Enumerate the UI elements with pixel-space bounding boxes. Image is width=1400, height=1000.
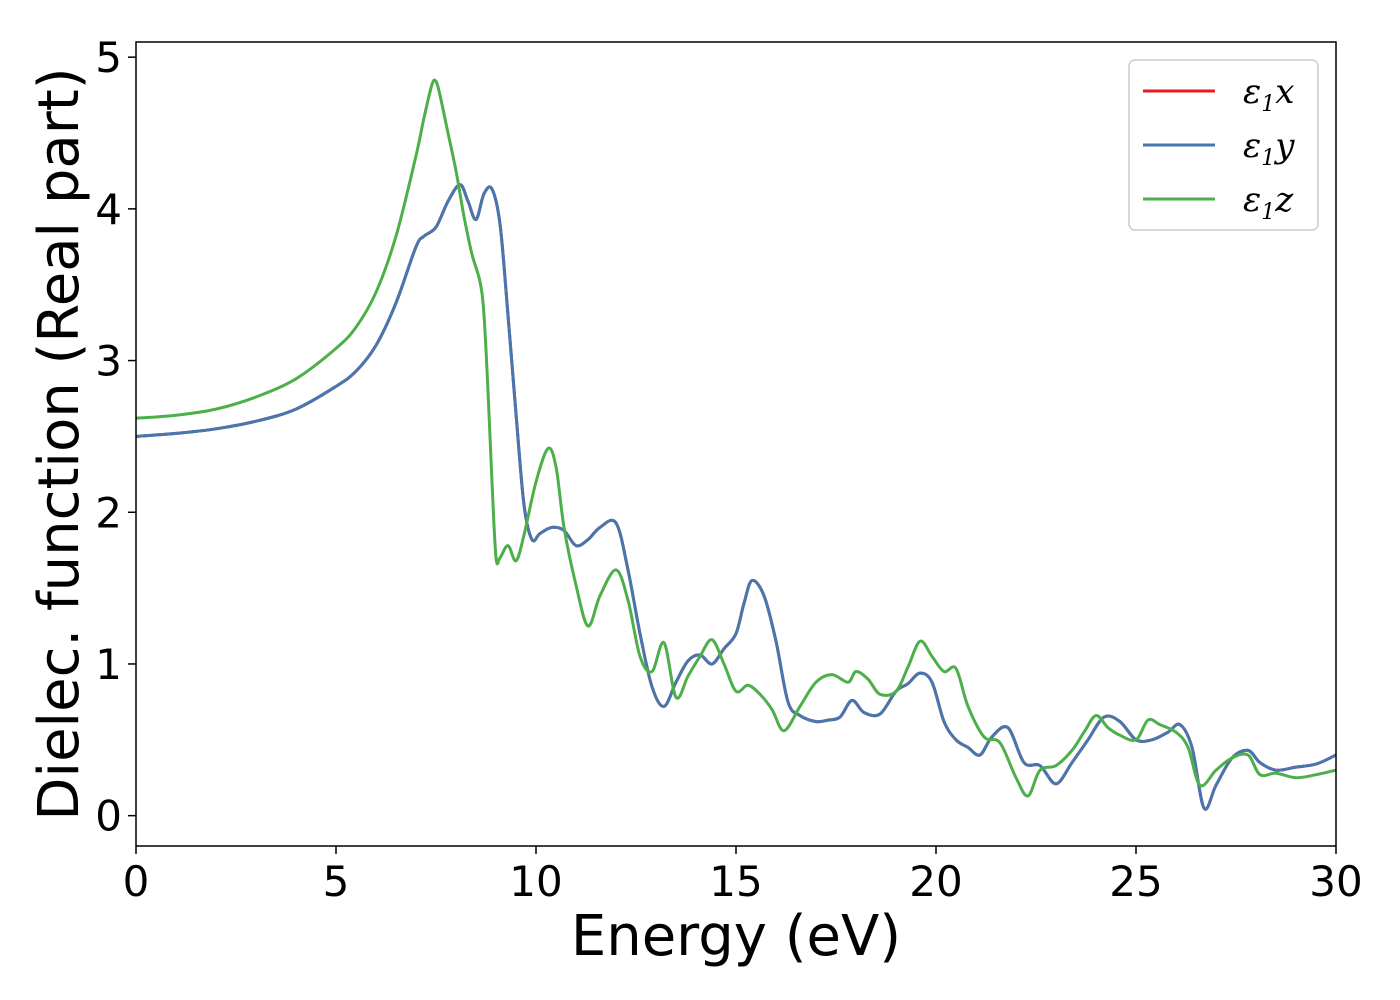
legend-label-x: ε1x — [1243, 72, 1294, 117]
y-tick-label: 5 — [95, 33, 122, 82]
y-axis: 0 1 2 3 4 5 — [95, 33, 136, 841]
legend-label-y: ε1y — [1243, 126, 1295, 171]
x-tick-label: 25 — [1109, 857, 1162, 906]
y-tick-label: 0 — [95, 792, 122, 841]
y-tick-label: 1 — [95, 640, 122, 689]
series-line-z — [136, 78, 1336, 798]
series-line-x — [136, 183, 1336, 811]
y-axis-label: Dielec. function (Real part) — [27, 67, 92, 820]
x-tick-label: 10 — [509, 857, 562, 906]
x-tick-label: 5 — [323, 857, 350, 906]
series-line-y — [136, 183, 1336, 811]
x-axis-label: Energy (eV) — [571, 904, 901, 969]
x-tick-label: 15 — [709, 857, 762, 906]
y-tick-label: 2 — [95, 488, 122, 537]
legend-label-z: ε1z — [1243, 180, 1294, 225]
x-tick-label: 20 — [909, 857, 962, 906]
y-tick-label: 3 — [95, 337, 122, 386]
y-tick-label: 4 — [95, 185, 122, 234]
plot-lines — [136, 78, 1336, 811]
x-tick-label: 30 — [1309, 857, 1362, 906]
legend-box — [1128, 59, 1319, 231]
legend: ε1x ε1y ε1z — [1128, 59, 1319, 231]
x-axis: 0 5 10 15 20 25 30 — [123, 846, 1363, 906]
x-tick-label: 0 — [123, 857, 150, 906]
